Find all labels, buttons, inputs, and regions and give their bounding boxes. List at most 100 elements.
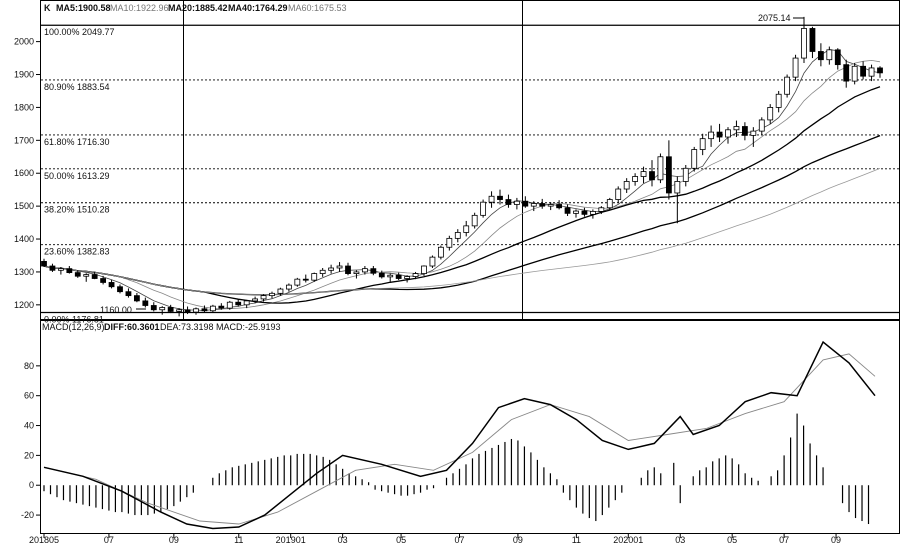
- candlestick: [834, 48, 841, 70]
- candlestick: [649, 160, 655, 187]
- candlestick: [209, 304, 216, 313]
- candlestick: [750, 127, 757, 147]
- candlestick: [674, 176, 681, 224]
- candlestick: [412, 271, 419, 280]
- candlestick: [108, 279, 115, 289]
- candlestick: [336, 262, 343, 272]
- candlestick: [767, 104, 774, 124]
- candlestick: [446, 235, 453, 251]
- ma10-line: [43, 59, 881, 310]
- candlestick: [378, 270, 385, 279]
- candlestick: [725, 127, 731, 144]
- candlestick: [277, 287, 284, 296]
- candlestick: [784, 74, 791, 98]
- y-tick-label: 1800: [14, 102, 34, 112]
- x-tick-label: 201901: [276, 535, 306, 544]
- candlestick: [218, 303, 225, 310]
- candlestick: [201, 305, 208, 313]
- ma60-legend: MA60:1675.53: [288, 3, 347, 13]
- fib-level-label: 23.60% 1382.83: [44, 247, 110, 257]
- macd-legend-title: MACD(12,26,9): [42, 322, 105, 332]
- candlestick: [285, 283, 292, 292]
- candlestick: [454, 229, 461, 243]
- ma20-legend: MA20:1885.42: [168, 3, 228, 13]
- candlestick: [801, 16, 807, 63]
- candlestick: [471, 212, 478, 229]
- candlestick: [302, 274, 309, 283]
- macd-series: [43, 340, 876, 530]
- y-tick-label: 1200: [14, 300, 34, 310]
- candlestick: [235, 298, 242, 307]
- x-tick-label: 03: [338, 535, 348, 544]
- y-tick-label: 1700: [14, 135, 34, 145]
- candlestick: [395, 272, 402, 281]
- candlestick: [243, 299, 250, 309]
- fibonacci-levels: 100.00% 2049.77 80.90% 1883.54 61.80% 1716…: [41, 24, 899, 324]
- candlestick: [691, 146, 698, 172]
- candlesticks: [41, 16, 883, 317]
- macd-panel-frame: [40, 320, 900, 534]
- candlestick: [868, 64, 875, 82]
- fib-level-label: 61.80% 1716.30: [44, 137, 110, 147]
- y-tick-label: 1500: [14, 201, 34, 211]
- candlestick: [817, 43, 824, 67]
- candlestick: [83, 273, 90, 282]
- macd-value-legend: MACD:-25.9193: [216, 322, 281, 332]
- candlestick: [758, 117, 765, 136]
- x-tick-label: 11: [234, 535, 243, 544]
- kline-y-axis: 2000 1900 1800 1700 1600 1500 1400 1300 1200: [14, 37, 41, 310]
- x-tick-label: 07: [454, 535, 464, 544]
- candlestick: [41, 258, 47, 267]
- candlestick: [573, 209, 579, 218]
- y-tick-label: 2000: [14, 37, 34, 47]
- macd-y-tick-label: 20: [24, 450, 34, 460]
- candlestick: [404, 275, 411, 283]
- candlestick: [851, 63, 858, 85]
- candlestick: [269, 291, 275, 299]
- moving-averages: [43, 49, 881, 312]
- candlestick: [463, 220, 470, 237]
- macd-y-tick-label: 0: [29, 480, 34, 490]
- macd-y-axis: 80 60 40 20 0 -20: [21, 361, 41, 520]
- low-annotation: 1160.00: [100, 305, 132, 315]
- candlestick: [74, 270, 81, 278]
- candlestick: [733, 120, 740, 138]
- x-tick-label: 202001: [613, 535, 643, 544]
- x-tick-label: 03: [675, 535, 685, 544]
- candlestick: [547, 202, 554, 211]
- candlestick: [606, 197, 613, 211]
- ma40-legend: MA40:1764.29: [228, 3, 288, 13]
- candlestick: [167, 304, 174, 314]
- fib-level-label: 38.20% 1510.28: [44, 205, 110, 215]
- candlestick: [345, 262, 351, 276]
- candlestick: [581, 207, 588, 217]
- candlestick: [640, 166, 647, 184]
- candlestick: [564, 204, 571, 216]
- candlestick: [665, 140, 672, 200]
- candlestick: [328, 264, 335, 274]
- candlestick: [66, 266, 73, 274]
- candlestick: [513, 197, 520, 210]
- x-tick-label: 05: [396, 535, 406, 544]
- candlestick: [117, 284, 123, 294]
- candlestick: [100, 275, 107, 285]
- candlestick: [530, 201, 537, 212]
- k-legend-label: K: [44, 3, 51, 13]
- candlestick: [556, 200, 563, 210]
- candlestick: [142, 297, 149, 308]
- candlestick: [421, 265, 427, 276]
- macd-diff-legend: DIFF:60.3601: [104, 322, 160, 332]
- x-tick-label: 201805: [29, 535, 59, 544]
- candlestick: [826, 46, 833, 65]
- candlestick: [657, 153, 664, 184]
- candlestick: [809, 26, 816, 59]
- ma10-legend: MA10:1922.96: [110, 3, 169, 13]
- x-tick-label: 07: [104, 535, 114, 544]
- fib-level-label: 100.00% 2049.77: [44, 27, 115, 37]
- candlestick: [125, 288, 132, 298]
- candlestick: [49, 263, 56, 272]
- macd-y-tick-label: 40: [24, 421, 34, 431]
- ma5-legend: MA5:1900.58: [56, 3, 111, 13]
- candlestick: [193, 307, 199, 315]
- candlestick: [860, 61, 867, 80]
